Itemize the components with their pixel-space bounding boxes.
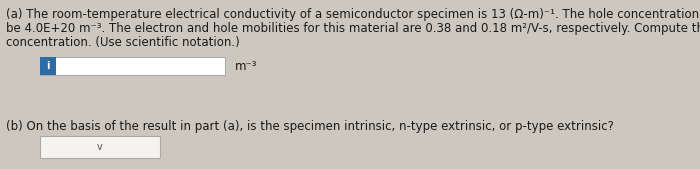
Bar [40, 57, 225, 75]
Text: be 4.0E+20 m⁻³. The electron and hole mobilities for this material are 0.38 and : be 4.0E+20 m⁻³. The electron and hole mo… [6, 22, 700, 35]
Text: concentration. (Use scientific notation.): concentration. (Use scientific notation.… [6, 36, 239, 49]
Text: m⁻³: m⁻³ [235, 59, 258, 73]
Text: (b) On the basis of the result in part (a), is the specimen intrinsic, n-type ex: (b) On the basis of the result in part (… [6, 120, 614, 133]
Bar [40, 57, 56, 75]
Bar [40, 136, 160, 158]
Text: (a) The room-temperature electrical conductivity of a semiconductor specimen is : (a) The room-temperature electrical cond… [6, 8, 700, 21]
Text: v: v [97, 142, 103, 152]
Text: i: i [46, 61, 50, 71]
